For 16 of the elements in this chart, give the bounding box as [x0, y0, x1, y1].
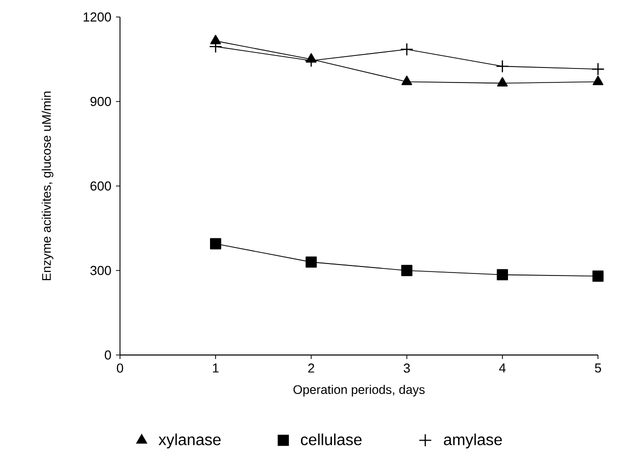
x-tick-label: 0: [116, 364, 124, 373]
x-tick-label: 5: [594, 364, 602, 373]
y-axis-title: Enzyme acitivites, glucose uM/min: [42, 92, 54, 280]
x-tick-label: 4: [499, 364, 506, 372]
x-tick-label: 3: [404, 364, 410, 373]
y-tick-label: 1200: [84, 12, 111, 22]
legend-label: xylanase: [158, 434, 221, 448]
x-tick-label: 2: [308, 364, 314, 373]
y-tick-label: 0: [104, 350, 111, 360]
y-tick-label: 600: [90, 181, 111, 191]
legend-label: cellulase: [300, 434, 362, 446]
y-tick-label: 300: [90, 266, 111, 276]
y-tick-label: 900: [90, 96, 111, 106]
x-axis-title: Operation periods, days: [293, 384, 425, 396]
legend-label: amylase: [444, 434, 502, 448]
x-tick-label: 1: [212, 364, 219, 372]
